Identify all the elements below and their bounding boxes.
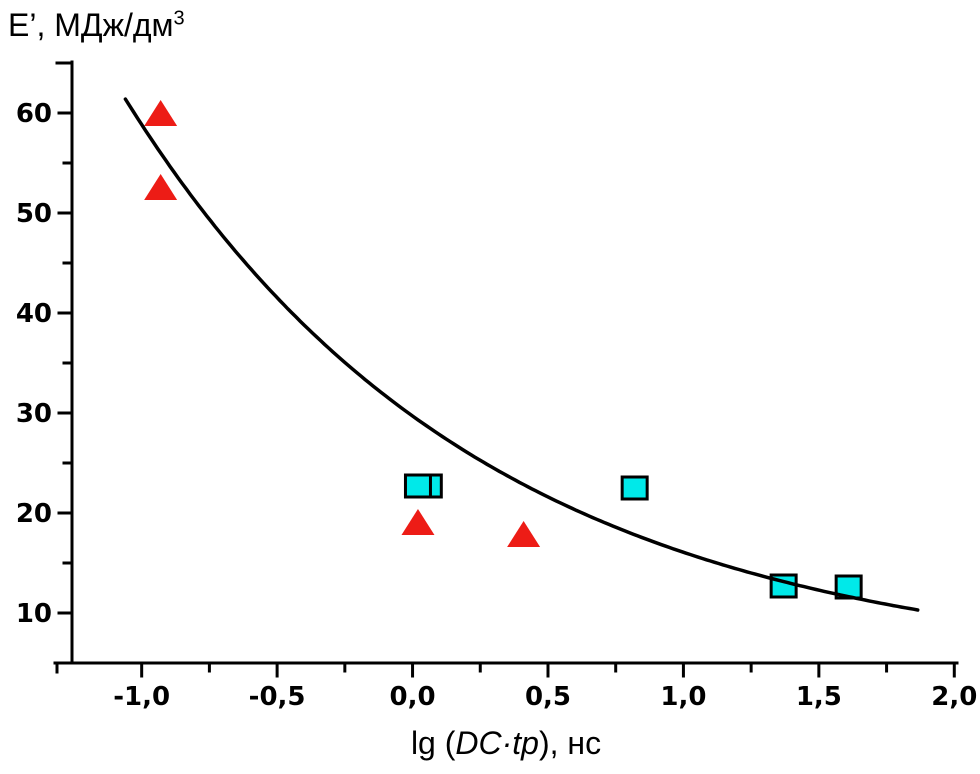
triangle-marker [144,100,178,126]
x-axis-title-suffix: ), нс [538,725,602,761]
y-tick-label: 30 [16,399,52,429]
x-tick-label: -0,5 [249,682,306,712]
y-axis-title-superscript: 3 [173,7,185,30]
y-tick-label: 60 [16,99,52,129]
series-triangles [144,100,541,547]
x-tick-label: 1,0 [660,682,706,712]
y-tick-labels: 10 20 30 40 50 60 [16,99,52,629]
y-tick-label: 20 [16,499,52,529]
x-tick-label: 0,0 [390,682,436,712]
x-tick-label: 0,5 [525,682,571,712]
x-tick-label: 1,5 [796,682,842,712]
y-tick-label: 10 [16,599,52,629]
x-tick-label: 2,0 [931,682,977,712]
x-axis-title-prefix: lg ( [410,725,456,761]
y-axis-title: E’, МДж/дм3 [8,7,185,43]
axes [53,60,959,678]
fit-curve [123,97,920,612]
triangle-marker [507,521,541,547]
square-marker [403,473,432,499]
x-axis-title: lg (DC·tp), нс [55,725,957,761]
y-axis-title-text: E’, МДж/дм [8,7,174,43]
x-axis-title-variable: DC·tp [455,725,539,761]
y-tick-label: 50 [16,199,52,229]
triangle-marker [401,509,435,535]
y-tick-label: 40 [16,299,52,329]
triangle-marker [144,174,178,200]
series-squares [403,473,863,600]
x-tick-label: -1,0 [113,682,170,712]
x-tick-labels: -1,0 -0,5 0,0 0,5 1,0 1,5 2,0 [113,682,977,712]
square-marker [620,475,649,501]
